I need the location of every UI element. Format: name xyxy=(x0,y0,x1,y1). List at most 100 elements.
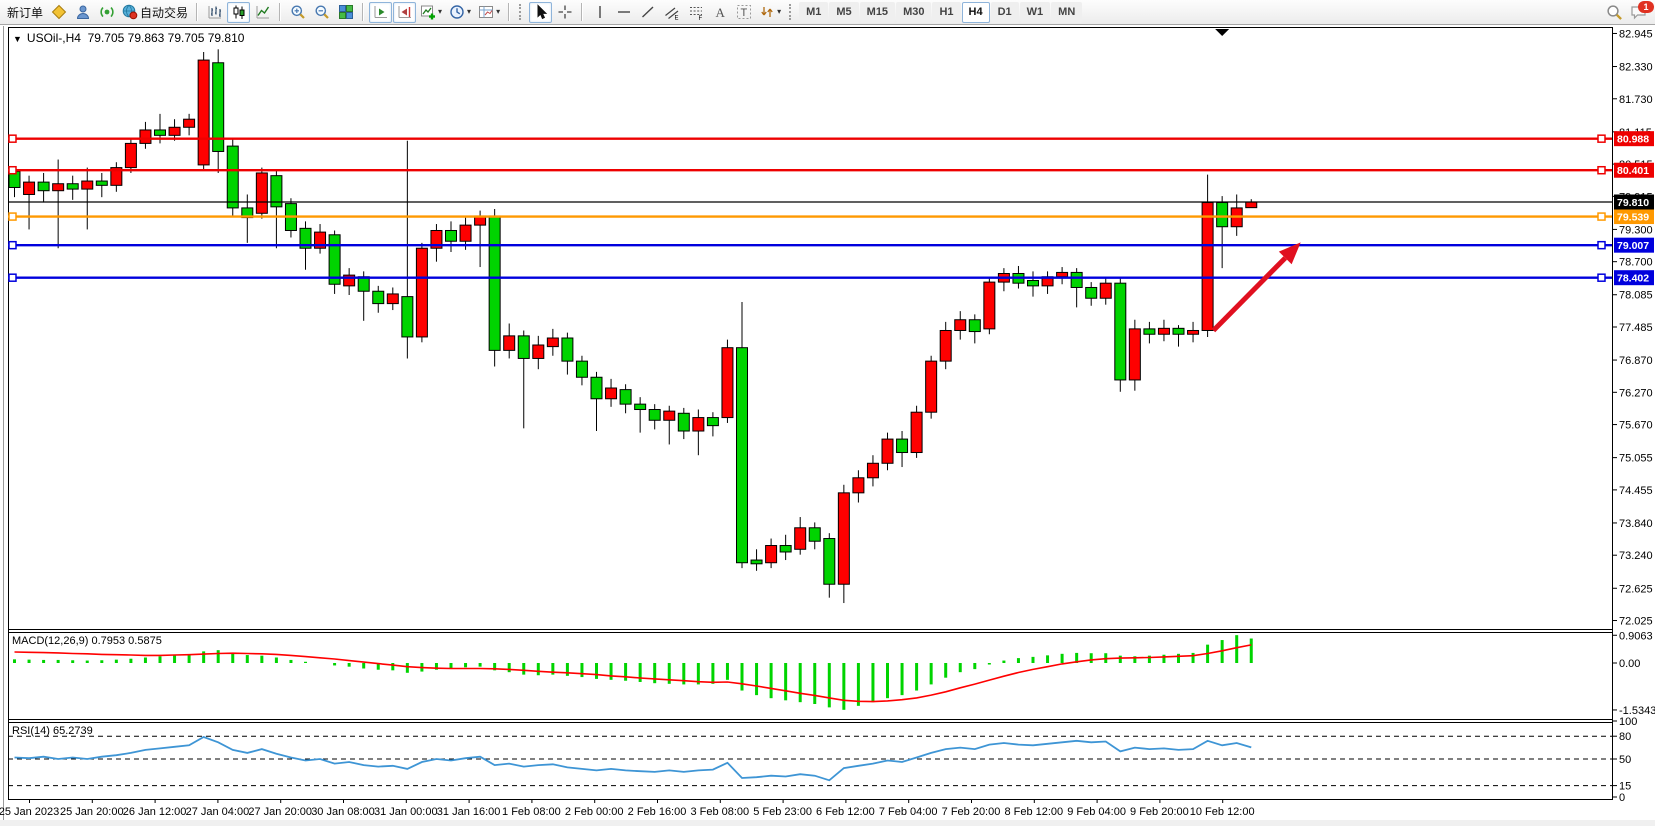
templates-button[interactable]: ▾ xyxy=(475,2,503,23)
timeframe-button-M15[interactable]: M15 xyxy=(859,1,896,23)
candle-bear xyxy=(779,545,792,553)
bar-chart-icon[interactable] xyxy=(203,2,226,23)
candle-bear xyxy=(372,290,385,305)
text-label-tool[interactable]: T xyxy=(732,2,755,23)
periods-button[interactable]: ▾ xyxy=(446,2,474,23)
rsi-scale-label: 15 xyxy=(1619,781,1631,793)
timeframe-button-M5[interactable]: M5 xyxy=(829,1,859,23)
toolbar-separator xyxy=(279,3,282,21)
macd-signal-line xyxy=(14,644,1252,703)
timeframe-button-D1[interactable]: D1 xyxy=(990,1,1019,23)
price-axis-label: 78.085 xyxy=(1619,290,1653,302)
price-badge-label: 79.007 xyxy=(1617,240,1649,252)
line-chart-icon[interactable] xyxy=(251,2,274,23)
rsi-scale-label: 100 xyxy=(1619,716,1637,728)
price-badge-label: 78.402 xyxy=(1617,273,1649,285)
candle-bear xyxy=(66,183,79,190)
chart-shift-marker[interactable] xyxy=(1215,29,1230,36)
axes-layer: 82.94582.33081.73081.11580.51579.91579.3… xyxy=(0,28,1655,818)
cursor-tool-button[interactable] xyxy=(529,1,553,23)
chevron-down-icon: ▾ xyxy=(438,7,443,16)
candle-bull xyxy=(183,118,196,128)
tile-windows-icon[interactable] xyxy=(334,2,357,23)
trend-arrow-head[interactable] xyxy=(1278,242,1301,265)
cursor-icon xyxy=(537,4,547,20)
add-indicator-button[interactable]: ▾ xyxy=(417,2,445,23)
chevron-down-icon: ▾ xyxy=(467,7,472,16)
price-axis-label: 82.945 xyxy=(1619,28,1653,40)
chevron-down-icon: ▾ xyxy=(496,7,501,16)
new-order-label: 新订单 xyxy=(7,5,44,20)
price-badge xyxy=(1614,162,1654,178)
timeframe-button-M1[interactable]: M1 xyxy=(799,1,829,23)
timeframe-button-M30[interactable]: M30 xyxy=(896,1,932,23)
timeframe-button-H4[interactable]: H4 xyxy=(961,1,990,23)
auto-scroll-icon[interactable] xyxy=(369,1,393,23)
toolbar-grip xyxy=(519,4,524,20)
zoom-in-icon[interactable] xyxy=(286,2,309,23)
fibonacci-tool[interactable]: F xyxy=(684,2,707,23)
candle-bear xyxy=(561,337,574,362)
chart-title[interactable]: ▼ USOil-,H4 79.705 79.863 79.705 79.810 xyxy=(13,31,244,45)
arrows-tool[interactable]: ▾ xyxy=(756,2,784,23)
candle-bull xyxy=(925,360,938,413)
candle-bear xyxy=(575,360,588,378)
candle-bear xyxy=(1027,279,1039,287)
candle-bull xyxy=(910,411,923,454)
indicator-layer xyxy=(8,635,1612,787)
zoom-out-icon[interactable] xyxy=(310,2,333,23)
chat-button[interactable]: 1 xyxy=(1627,0,1654,23)
trendline-tool[interactable] xyxy=(636,2,659,23)
time-axis-label: 30 Jan 08:00 xyxy=(311,806,375,818)
vertical-line-tool[interactable] xyxy=(588,2,611,23)
svg-text:E: E xyxy=(674,16,678,21)
chevron-down-icon: ▾ xyxy=(777,7,782,16)
search-button[interactable] xyxy=(1603,2,1626,23)
candle-bull xyxy=(546,337,559,348)
svg-text:A: A xyxy=(715,5,725,20)
candlestick-chart-icon[interactable] xyxy=(227,1,251,23)
toolbar-separator xyxy=(362,3,365,21)
time-axis-label: 7 Feb 04:00 xyxy=(879,806,938,818)
line-anchor-square xyxy=(8,165,17,175)
candle-bull xyxy=(415,247,428,338)
candle-bull xyxy=(837,492,850,585)
new-order-button[interactable]: 新订单 xyxy=(4,2,46,23)
trend-arrow-shaft[interactable] xyxy=(1211,256,1288,333)
signals-icon[interactable] xyxy=(95,2,118,23)
crosshair-tool-button[interactable] xyxy=(553,2,576,23)
candle-bull xyxy=(692,417,705,432)
price-axis-label: 72.025 xyxy=(1619,616,1653,628)
line-anchor-square xyxy=(1597,273,1606,282)
candle-bull xyxy=(139,129,152,144)
time-axis-label: 1 Feb 08:00 xyxy=(502,806,561,818)
price-axis-label: 76.870 xyxy=(1619,355,1653,367)
candle-bear xyxy=(706,417,719,427)
timeframe-button-H1[interactable]: H1 xyxy=(932,1,961,23)
price-badge-label: 79.810 xyxy=(1617,197,1649,209)
mq-diamond-icon[interactable] xyxy=(47,2,70,23)
line-anchor-square xyxy=(8,212,17,221)
timeframe-button-W1[interactable]: W1 xyxy=(1019,1,1051,23)
price-axis-label: 81.730 xyxy=(1619,94,1653,106)
equidistant-channel-tool[interactable]: E xyxy=(660,2,683,23)
candle-bear xyxy=(95,180,108,186)
template-icon xyxy=(479,6,494,18)
timeframe-button-MN[interactable]: MN xyxy=(1051,1,1083,23)
candle-bear xyxy=(736,347,748,564)
auto-trading-button[interactable]: 自动交易 xyxy=(119,2,191,23)
candle-bear xyxy=(212,62,225,152)
price-axis-label: 72.625 xyxy=(1619,583,1653,595)
candle-bear xyxy=(517,335,530,359)
toolbar-grip xyxy=(789,4,794,20)
accounts-icon[interactable] xyxy=(71,2,94,23)
candle-bull xyxy=(1099,282,1112,299)
horizontal-line-tool[interactable] xyxy=(612,2,635,23)
price-axis-label: 75.055 xyxy=(1619,453,1653,465)
chart-shift-icon[interactable] xyxy=(393,1,417,23)
text-tool[interactable]: A xyxy=(708,2,731,23)
candle-bull xyxy=(386,293,399,305)
time-axis-label: 9 Feb 04:00 xyxy=(1067,806,1126,818)
time-axis-label: 25 Jan 20:00 xyxy=(60,806,124,818)
